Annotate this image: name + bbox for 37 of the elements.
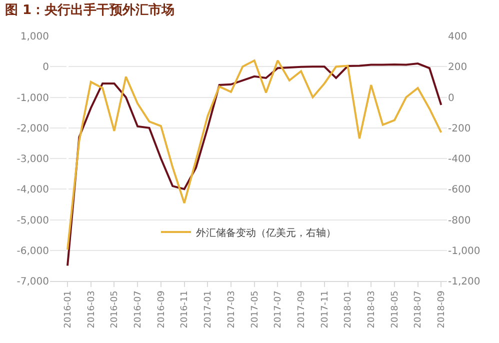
y2-tick-label: 0 — [448, 92, 454, 104]
y2-tick-label: -1,000 — [448, 246, 480, 257]
y2-tick-label: -400 — [448, 154, 471, 165]
x-tick-label: 2016-09 — [156, 290, 167, 328]
chart-title: 图 1：央行出手干预外汇市场 — [4, 2, 175, 18]
x-tick-label: 2017-01 — [204, 290, 214, 328]
x-tick-label: 2016-01 — [63, 290, 74, 328]
x-tick-label: 2016-11 — [180, 290, 190, 328]
y-tick-label: -1,000 — [16, 92, 49, 104]
legend-label: 外汇储备变动（亿美元，右轴） — [196, 226, 336, 239]
y-tick-label: -6,000 — [16, 246, 49, 257]
x-tick-label: 2018-07 — [414, 290, 424, 328]
y-tick-label: 1,000 — [20, 32, 49, 42]
y-tick-label: -2,000 — [16, 123, 49, 134]
x-tick-label: 2017-05 — [250, 290, 260, 328]
y2-tick-label: 400 — [448, 32, 468, 42]
x-tick-label: 2018-03 — [367, 290, 378, 328]
x-tick-label: 2017-09 — [296, 290, 307, 328]
y-tick-label: 0 — [42, 62, 49, 74]
x-tick-label: 2018-09 — [437, 290, 448, 328]
x-tick-label: 2016-07 — [133, 290, 144, 328]
x-tick-label: 2017-03 — [226, 290, 237, 328]
y-tick-label: -7,000 — [16, 276, 49, 288]
x-tick-label: 2016-03 — [86, 290, 97, 328]
y-tick-label: -3,000 — [16, 154, 49, 165]
y2-tick-label: -200 — [448, 123, 471, 134]
x-tick-label: 2017-07 — [274, 290, 284, 328]
x-tick-label: 2018-01 — [344, 290, 354, 328]
y2-tick-label: -600 — [448, 184, 471, 196]
x-tick-label: 2017-11 — [320, 290, 330, 328]
y2-tick-label: 200 — [448, 62, 468, 74]
x-tick-label: 2016-05 — [110, 290, 120, 328]
y-tick-label: -4,000 — [16, 184, 49, 196]
y2-tick-label: -1,200 — [448, 276, 480, 288]
y2-tick-label: -800 — [448, 215, 471, 226]
x-tick-label: 2018-05 — [390, 290, 400, 328]
y-tick-label: -5,000 — [16, 215, 49, 226]
